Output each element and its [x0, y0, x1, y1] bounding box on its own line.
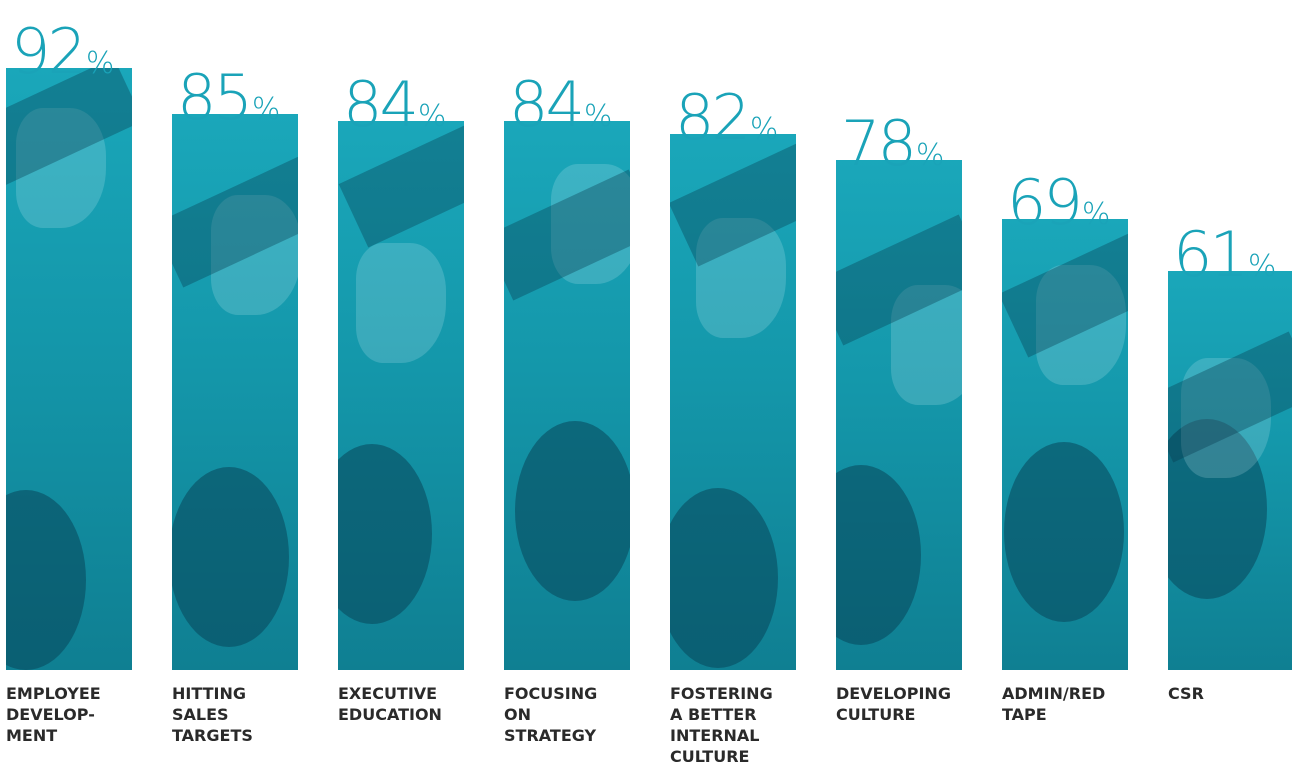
bar-7 — [1002, 219, 1128, 670]
value-percent-sign: % — [1081, 197, 1111, 232]
bar-photo-highlight — [1181, 358, 1271, 478]
category-label-line: CULTURE — [670, 747, 750, 766]
category-label-6: DEVELOPING CULTURE — [836, 683, 951, 725]
value-percent-sign: % — [251, 92, 281, 127]
value-percent-sign: % — [583, 99, 613, 134]
category-label-line: EMPLOYEE — [6, 684, 101, 703]
value-number: 69 — [1007, 166, 1083, 239]
bar-5 — [670, 134, 796, 670]
category-label-line: ON — [504, 705, 531, 724]
value-percent-sign: % — [915, 138, 945, 173]
bar-photo-shade — [1004, 442, 1124, 622]
category-label-1: EMPLOYEE DEVELOP- MENT — [6, 683, 116, 746]
bar-6 — [836, 160, 962, 670]
value-number: 85 — [177, 61, 253, 134]
bar-photo-highlight — [356, 243, 446, 363]
bar-photo-highlight — [1036, 265, 1126, 385]
value-percent-sign: % — [749, 112, 779, 147]
value-number: 61 — [1173, 218, 1249, 291]
category-label-line: EXECUTIVE — [338, 684, 438, 703]
value-number: 84 — [343, 68, 419, 141]
value-label-8: 61% — [1173, 224, 1276, 286]
value-number: 78 — [841, 107, 917, 180]
bar-photo-highlight — [696, 218, 786, 338]
category-label-line: CSR — [1168, 684, 1204, 703]
bar-photo-shade — [1168, 419, 1267, 599]
category-label-line: TAPE — [1002, 705, 1047, 724]
bar-4 — [504, 121, 630, 670]
value-percent-sign: % — [85, 46, 115, 81]
bar-photo-shade — [6, 490, 86, 670]
bar-photo-highlight — [16, 108, 106, 228]
category-label-line: DEVELOP- — [6, 705, 95, 724]
value-label-1: 92% — [11, 21, 114, 83]
bar-photo-shade — [515, 421, 630, 601]
category-label-line: CULTURE — [836, 705, 916, 724]
category-label-line: EDUCATION — [338, 705, 442, 724]
bar-photo-shade — [338, 444, 432, 624]
category-label-8: CSR — [1168, 683, 1278, 704]
category-label-7: ADMIN/RED TAPE — [1002, 683, 1112, 725]
category-label-line: A BETTER — [670, 705, 757, 724]
category-label-2: HITTING SALES TARGETS — [172, 683, 282, 746]
bar-photo-highlight — [891, 285, 962, 405]
category-label-line: ADMIN/RED — [1002, 684, 1106, 703]
value-percent-sign: % — [417, 99, 447, 134]
category-label-line: FOSTERING — [670, 684, 773, 703]
value-label-7: 69% — [1007, 172, 1110, 234]
value-label-5: 82% — [675, 87, 778, 149]
category-label-line: SALES — [172, 705, 229, 724]
bar-1 — [6, 68, 132, 670]
category-label-5: FOSTERING A BETTER INTERNAL CULTURE — [670, 683, 780, 767]
value-label-2: 85% — [177, 67, 280, 129]
category-label-line: DEVELOPING — [836, 684, 951, 703]
value-number: 82 — [675, 81, 751, 154]
category-label-line: MENT — [6, 726, 58, 745]
value-label-3: 84% — [343, 74, 446, 136]
category-label-line: TARGETS — [172, 726, 253, 745]
category-label-3: EXECUTIVE EDUCATION — [338, 683, 448, 725]
bar-8 — [1168, 271, 1292, 670]
bar-2 — [172, 114, 298, 670]
bar-photo-highlight — [551, 164, 630, 284]
category-label-line: HITTING — [172, 684, 247, 703]
bar-photo-highlight — [211, 195, 298, 315]
category-label-line: FOCUSING — [504, 684, 598, 703]
bar-photo-shade — [836, 465, 921, 645]
value-number: 84 — [509, 68, 585, 141]
bar-3 — [338, 121, 464, 670]
category-label-line: STRATEGY — [504, 726, 597, 745]
category-label-line: INTERNAL — [670, 726, 760, 745]
value-percent-sign: % — [1247, 249, 1277, 284]
bar-photo-shade — [172, 467, 289, 647]
value-number: 92 — [11, 15, 87, 88]
category-label-4: FOCUSING ON STRATEGY — [504, 683, 614, 746]
value-label-6: 78% — [841, 113, 944, 175]
value-label-4: 84% — [509, 74, 612, 136]
bar-photo-shade — [670, 488, 778, 668]
